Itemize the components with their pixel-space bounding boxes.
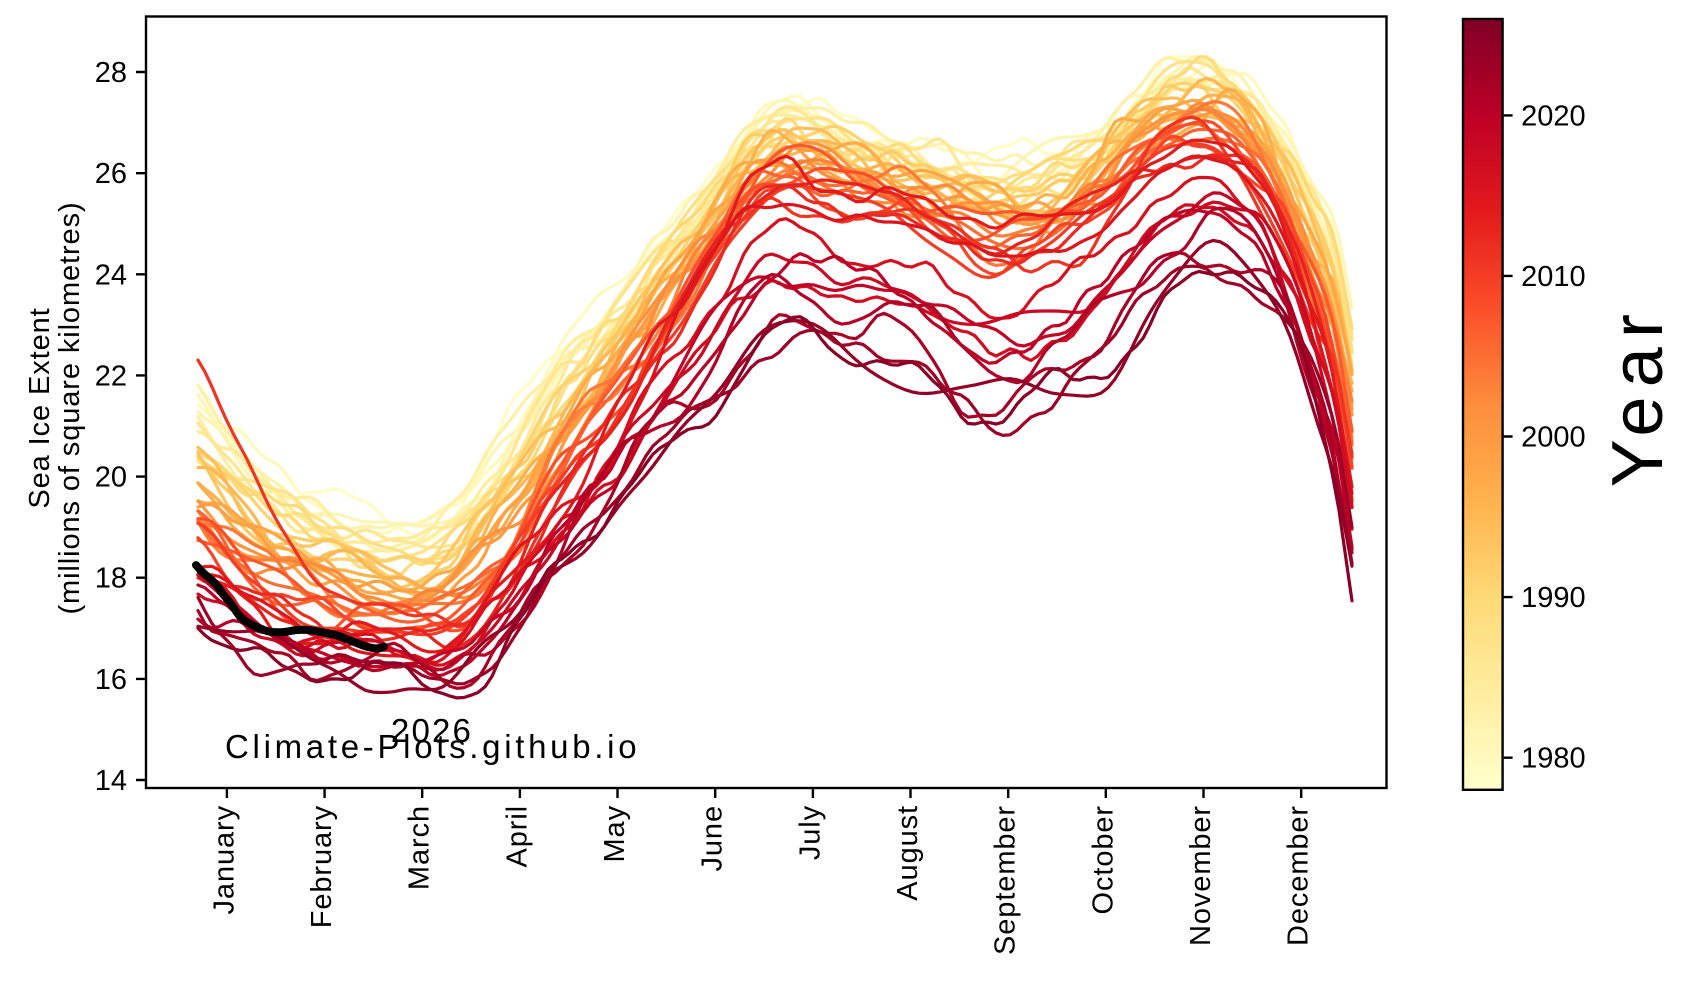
- svg-text:May: May: [599, 805, 631, 863]
- svg-text:December: December: [1283, 805, 1315, 946]
- svg-text:2010: 2010: [1521, 261, 1586, 293]
- svg-text:September: September: [990, 805, 1022, 955]
- svg-text:February: February: [306, 805, 338, 928]
- svg-text:26: 26: [95, 158, 127, 190]
- svg-text:22: 22: [95, 360, 127, 392]
- svg-text:18: 18: [95, 563, 127, 595]
- svg-text:Year: Year: [1598, 305, 1678, 488]
- svg-text:20: 20: [95, 462, 127, 494]
- svg-text:April: April: [501, 805, 533, 868]
- svg-text:March: March: [404, 805, 436, 890]
- svg-text:November: November: [1185, 805, 1217, 946]
- svg-text:2000: 2000: [1521, 422, 1586, 454]
- svg-text:28: 28: [95, 57, 127, 89]
- svg-text:August: August: [892, 805, 924, 901]
- svg-text:24: 24: [95, 259, 127, 291]
- svg-text:October: October: [1087, 805, 1119, 914]
- svg-text:1990: 1990: [1521, 582, 1586, 614]
- svg-text:Sea Ice Extent: Sea Ice Extent: [24, 307, 56, 508]
- svg-text:2026: 2026: [391, 712, 473, 749]
- svg-text:Climate-Plots.github.io: Climate-Plots.github.io: [225, 728, 640, 765]
- svg-text:(millions of square kilometres: (millions of square kilometres): [54, 201, 86, 614]
- svg-text:14: 14: [95, 765, 127, 797]
- svg-text:16: 16: [95, 664, 127, 696]
- svg-text:1980: 1980: [1521, 743, 1586, 775]
- svg-text:January: January: [208, 805, 240, 914]
- svg-text:2020: 2020: [1521, 100, 1586, 132]
- svg-text:July: July: [794, 805, 826, 860]
- svg-text:June: June: [697, 805, 729, 872]
